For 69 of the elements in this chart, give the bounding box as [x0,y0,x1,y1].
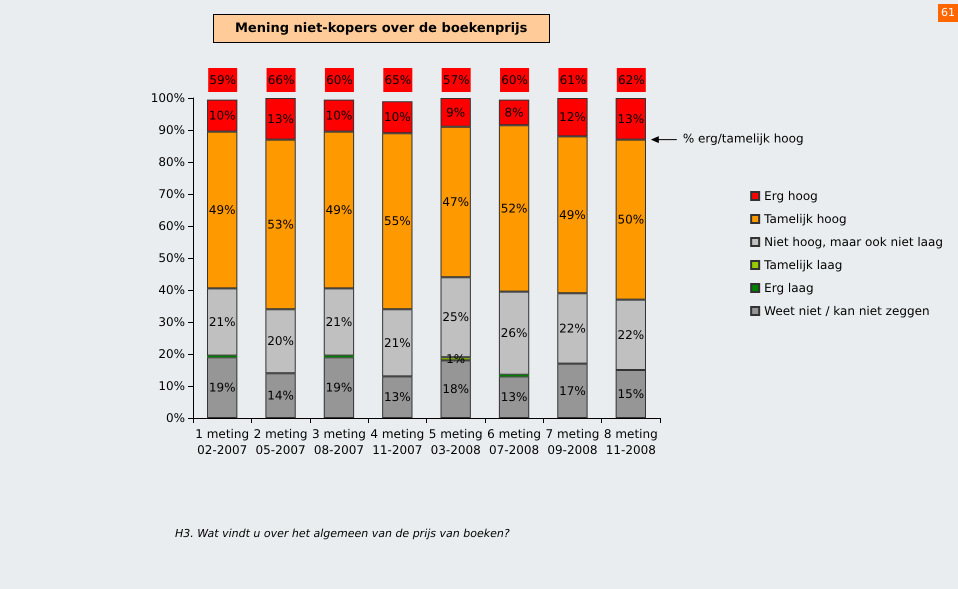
data-label: 25% [442,310,470,324]
data-label: 15% [617,387,644,401]
data-label: 18% [442,382,470,396]
text: 61 [941,6,955,19]
x-tick-label: 3 meting 08-2007 [312,427,366,457]
y-tick-label: 40% [158,283,185,297]
data-label: 13% [500,390,528,404]
legend-label: Niet hoog, maar ook niet laag [764,235,944,249]
data-label: 10% [326,108,352,123]
data-label: 26% [500,326,528,340]
data-label: 52% [500,201,528,216]
data-label: 53% [267,217,294,232]
y-tick-label: 10% [158,379,185,393]
legend-label: Tamelijk hoog [763,212,847,226]
data-label: 22% [559,321,586,336]
chart-title: Mening niet-kopers over de boekenprijs [235,21,528,36]
text: 60% [326,73,353,87]
x-tick-label: 6 meting 07-2008 [487,427,541,457]
text: 57% [442,73,470,87]
data-label: 49% [326,203,352,217]
data-label: 12% [559,110,586,124]
text: 62% [618,73,645,87]
x-tick-label: 1 meting 02-2007 [195,427,250,457]
data-label: 49% [208,203,236,217]
y-tick-label: 30% [158,315,185,329]
legend-label: Weet niet / kan niet zeggen [764,304,930,318]
text: 66% [268,73,294,87]
y-tick-label: 0% [166,411,185,425]
data-label: 50% [617,212,644,227]
legend-label: Erg hoog [764,189,818,203]
data-label: 8% [504,105,524,120]
text: % erg/tamelijk hoog [682,132,804,146]
data-label: 22% [617,328,644,342]
data-label: 20% [267,334,294,348]
data-label: 10% [384,110,411,124]
y-tick-label: 20% [158,347,185,361]
data-label: 21% [326,315,352,329]
data-label: 13% [384,390,411,404]
data-label: 49% [559,208,586,222]
text: 59% [209,73,236,87]
text: 65% [384,73,412,87]
text: 61% [560,73,586,87]
x-tick-label: 8 meting 11-2008 [604,427,658,457]
y-tick-label: 100% [150,91,185,105]
y-tick-label: 80% [158,155,185,169]
legend-label: Erg laag [764,281,814,295]
data-label: 55% [384,214,411,228]
data-label: 19% [326,380,352,395]
legend-label: Tamelijk laag [763,258,842,272]
data-label: 10% [208,108,236,123]
text: H3. Wat vindt u over het algemeen van de prijs van boeken? [175,527,510,540]
x-tick-label: 5 meting 03-2008 [428,427,483,457]
x-tick-label: 4 meting 11-2007 [370,427,424,457]
data-label: 17% [559,384,586,398]
data-label: 21% [384,336,411,350]
data-label: 21% [208,315,236,329]
y-tick-label: 70% [158,187,185,201]
data-label: 13% [617,112,644,126]
y-tick-label: 50% [158,251,185,265]
y-tick-label: 90% [158,123,185,137]
x-tick-label: 2 meting 05-2007 [254,427,308,457]
y-tick-label: 60% [158,219,185,233]
data-label: 19% [208,380,236,395]
data-label: 9% [446,105,466,120]
data-label: 14% [267,388,294,403]
x-tick-label: 7 meting 09-2008 [546,427,600,457]
text: 60% [501,73,528,87]
data-label: 13% [267,112,294,126]
data-label: 47% [442,195,470,209]
